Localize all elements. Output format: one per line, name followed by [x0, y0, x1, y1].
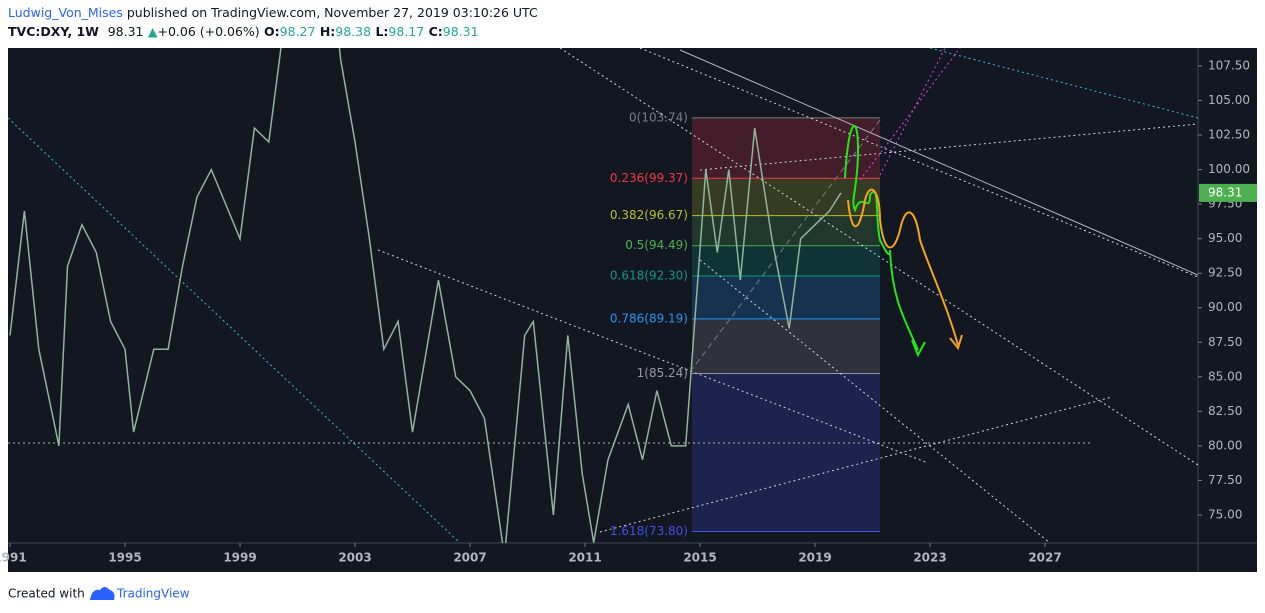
- y-tick-label: 105.00: [1208, 93, 1250, 107]
- tradingview-logo: [90, 587, 115, 600]
- fib-zone: [692, 318, 880, 374]
- x-tick-label: 2003: [338, 551, 371, 565]
- fib-label: 0.618(92.30): [610, 268, 688, 282]
- up-arrow: ▲: [147, 24, 158, 39]
- x-tick-label: 2023: [913, 551, 946, 565]
- symbol: TVC:DXY, 1W: [8, 24, 99, 39]
- trend-line: [599, 396, 1113, 533]
- ohlc-value: 98.38: [335, 24, 372, 39]
- fib-label: 0.786(89.19): [610, 311, 688, 325]
- trend-line: [699, 123, 1198, 171]
- symbol-line: TVC:DXY, 1W 98.31 ▲+0.06 (+0.06%) O:98.2…: [8, 24, 479, 39]
- x-tick-label: 1991: [0, 551, 27, 565]
- x-tick-label: 2007: [453, 551, 486, 565]
- y-tick-label: 90.00: [1208, 300, 1242, 314]
- projection-arrow: [844, 125, 919, 351]
- y-tick-label: 100.00: [1208, 162, 1250, 176]
- fib-label: 0(103.74): [629, 110, 688, 124]
- x-tick-label: 2011: [568, 551, 601, 565]
- ohlc-value: 98.27: [279, 24, 316, 39]
- trend-line: [929, 48, 1198, 119]
- change: +0.06 (+0.06%): [157, 24, 260, 39]
- trend-line: [679, 49, 1198, 276]
- footer-brand[interactable]: TradingView: [116, 587, 190, 601]
- trend-line: [377, 249, 929, 464]
- chart-background: [8, 48, 1257, 572]
- x-tick-label: 2019: [798, 551, 831, 565]
- plot-area: 0(103.74) 0.236(99.37) 0.382(96.67) 0.5(94.…: [8, 48, 1198, 543]
- y-tick-label: 95.00: [1208, 231, 1242, 245]
- fib-label: 1(85.24): [637, 366, 688, 380]
- y-tick-label: 80.00: [1208, 438, 1242, 452]
- ohlc-value: 98.17: [388, 24, 425, 39]
- ohlc-label: L:: [375, 24, 389, 39]
- trend-line: [699, 259, 1051, 543]
- x-tick-label: 1995: [108, 551, 141, 565]
- arrow-head: [911, 339, 926, 358]
- y-tick-label: 107.50: [1208, 58, 1250, 72]
- last-price-label: 98.31: [1208, 185, 1242, 199]
- arrow-head: [949, 334, 963, 351]
- trend-lines: [8, 48, 1198, 543]
- ohlc-value: 98.31: [442, 24, 479, 39]
- y-tick-label: 82.50: [1208, 404, 1242, 418]
- y-tick-label: 77.50: [1208, 473, 1242, 487]
- y-tick-label: 102.50: [1208, 128, 1250, 142]
- last-price: 98.31: [107, 24, 144, 39]
- fib-zone: [692, 215, 880, 246]
- ohlc: O:98.27 H:98.38 L:98.17 C:98.31: [264, 24, 479, 39]
- fib-label: 0.382(96.67): [610, 208, 688, 222]
- trend-line: [559, 48, 1198, 466]
- trend-line: [8, 117, 461, 543]
- projection-arrow: [847, 188, 959, 346]
- fib-zone: [692, 178, 880, 216]
- footer-text: Created with: [8, 587, 85, 601]
- x-tick-label: 2027: [1028, 551, 1061, 565]
- last-price-box: [1199, 183, 1257, 202]
- y-tick-label: 92.50: [1208, 266, 1242, 280]
- ohlc-label: O:: [264, 24, 280, 39]
- axes: 75.00 77.50 80.00 82.50 85.00 87.50 90.00 92.50…: [0, 58, 1257, 565]
- fib-label: 1.618(73.80): [610, 524, 688, 538]
- trend-line: [689, 119, 881, 373]
- pitchfork-line: [879, 48, 946, 176]
- author[interactable]: Ludwig_Von_Mises: [8, 5, 123, 20]
- x-tick-label: 1999: [223, 551, 256, 565]
- y-tick-label: 87.50: [1208, 335, 1242, 349]
- fib-zone: [692, 245, 880, 276]
- ohlc-label: H:: [319, 24, 336, 39]
- publish-line: Ludwig_Von_Mises published on TradingVie…: [8, 5, 538, 20]
- fib-zone: [692, 117, 880, 179]
- publish-info: published on TradingView.com, November 2…: [126, 5, 538, 20]
- price-line: [9, 48, 842, 543]
- trend-line: [639, 48, 1198, 278]
- x-tick-label: 2015: [683, 551, 716, 565]
- fib-label: 0.236(99.37): [610, 171, 688, 185]
- fib-zone: [692, 373, 880, 532]
- fib-label: 0.5(94.49): [625, 238, 688, 252]
- y-tick-label: 85.00: [1208, 369, 1242, 383]
- ohlc-label: C:: [428, 24, 443, 39]
- y-tick-label: 75.00: [1208, 507, 1242, 521]
